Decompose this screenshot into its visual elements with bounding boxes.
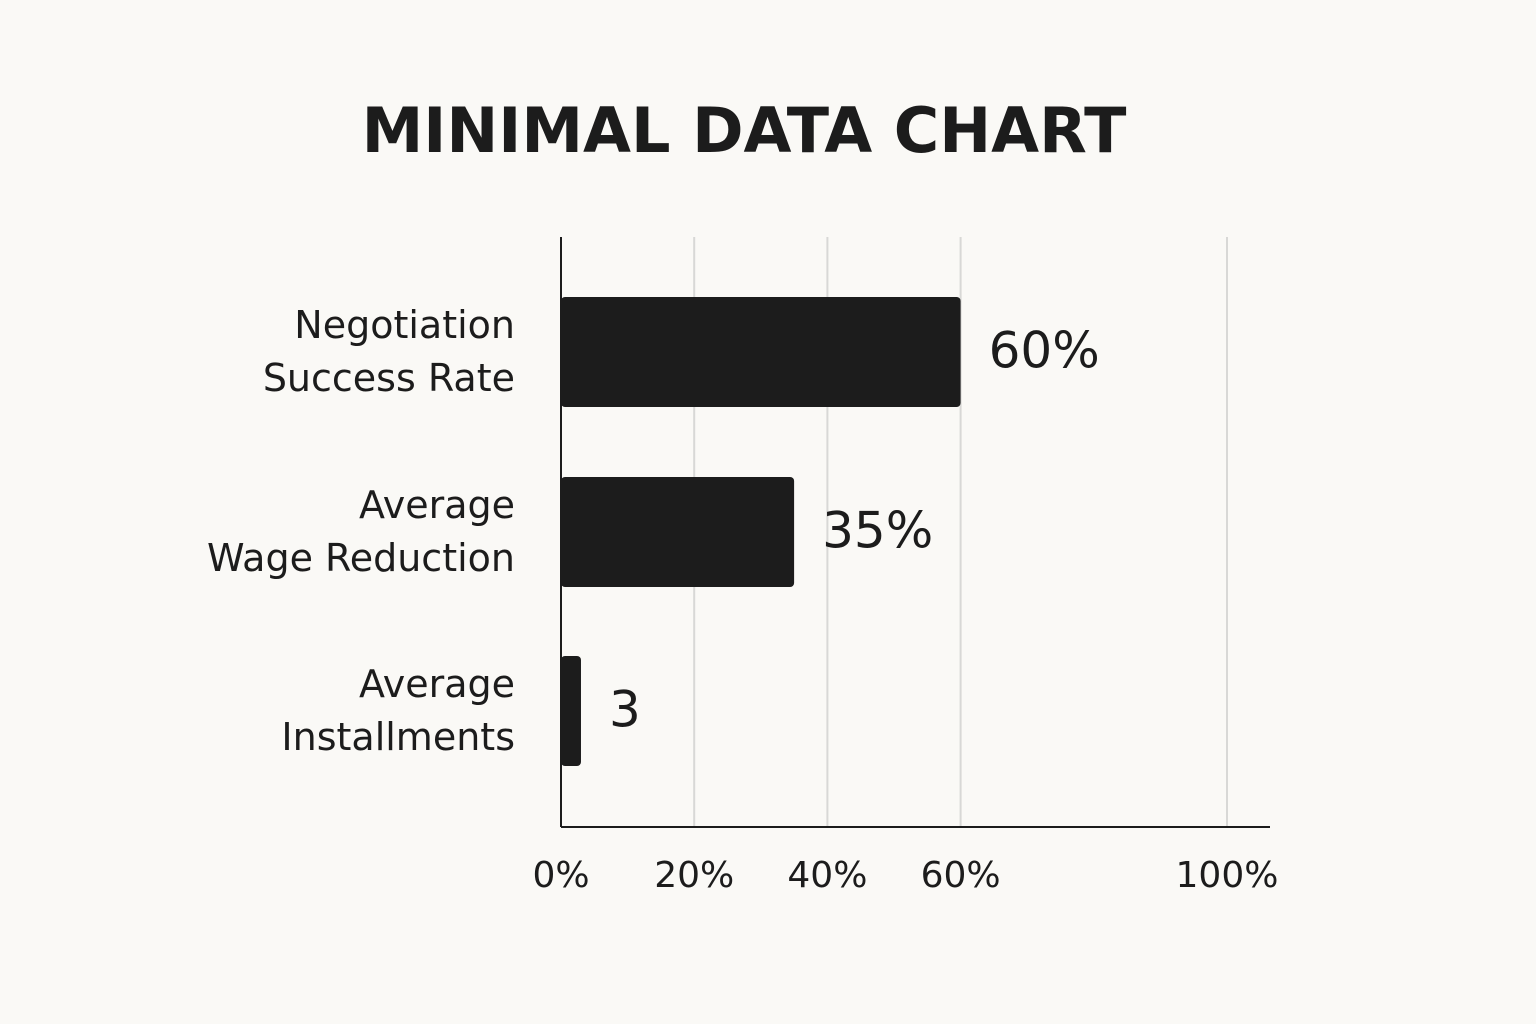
bar — [561, 656, 581, 766]
value-label: 3 — [609, 681, 641, 739]
x-tick-label: 0% — [532, 855, 589, 896]
value-label: 35% — [822, 502, 933, 560]
x-tick-label: 60% — [921, 855, 1001, 896]
bar — [561, 477, 795, 587]
category-label: Average Installments — [281, 662, 515, 759]
x-tick-label: 40% — [787, 855, 867, 896]
bar — [561, 297, 961, 407]
value-label: 60% — [989, 322, 1100, 380]
category-label: Average Wage Reduction — [207, 483, 515, 580]
x-tick-label: 100% — [1176, 855, 1279, 896]
x-tick-label: 20% — [654, 855, 734, 896]
category-label: Negotiation Success Rate — [262, 303, 515, 400]
chart-title: MINIMAL DATA CHART — [362, 94, 1127, 167]
